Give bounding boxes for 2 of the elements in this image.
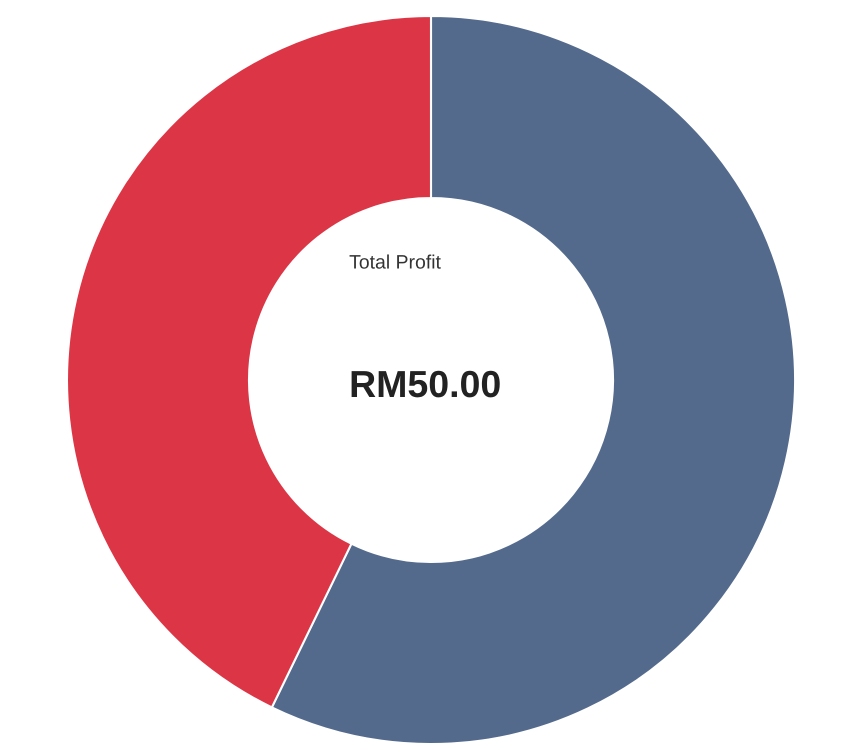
- text: Total Profit: [350, 254, 441, 269]
- text: RM50.00: [352, 370, 500, 398]
